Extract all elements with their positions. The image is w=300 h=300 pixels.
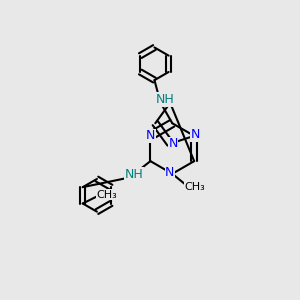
Text: N: N — [168, 137, 178, 150]
Text: CH₃: CH₃ — [97, 190, 118, 200]
Text: NH: NH — [125, 168, 143, 181]
Text: CH₃: CH₃ — [185, 182, 206, 192]
Text: N: N — [191, 128, 200, 141]
Text: N: N — [165, 166, 175, 179]
Text: NH: NH — [155, 93, 174, 106]
Text: N: N — [146, 129, 155, 142]
